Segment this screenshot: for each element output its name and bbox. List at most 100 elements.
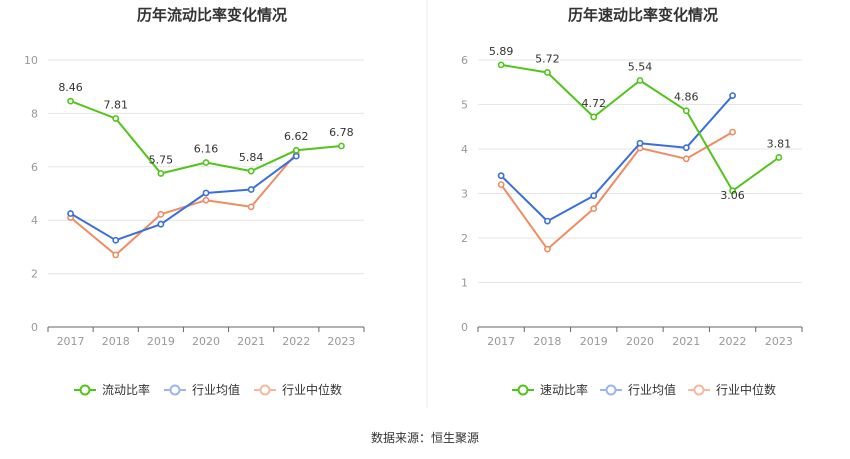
- data-label: 5.54: [628, 60, 653, 73]
- data-point-primary: [636, 77, 644, 84]
- legend-label: 行业均值: [192, 382, 240, 397]
- legend-label: 行业中位数: [716, 382, 776, 397]
- data-label: 5.84: [239, 151, 264, 164]
- y-tick-label: 4: [31, 214, 38, 227]
- y-tick-label: 2: [461, 232, 468, 245]
- data-point-primary: [157, 170, 165, 177]
- data-point-median: [497, 181, 505, 188]
- data-point-median: [157, 210, 165, 218]
- x-tick-label: 2017: [487, 335, 515, 348]
- legend-item-median: 行业中位数: [254, 382, 342, 397]
- data-point-median: [247, 203, 255, 211]
- data-point-avg: [247, 186, 255, 193]
- data-point-primary: [202, 159, 210, 166]
- data-point-avg: [157, 220, 165, 228]
- y-tick-label: 3: [461, 188, 468, 201]
- chart-title: 历年流动比率变化情况: [137, 6, 287, 24]
- y-tick-label: 8: [31, 107, 38, 120]
- series-line-median: [500, 131, 734, 251]
- data-label: 7.81: [103, 98, 128, 111]
- data-label: 6.62: [284, 130, 309, 143]
- x-tick-label: 2020: [626, 335, 654, 348]
- data-point-primary: [775, 154, 783, 161]
- data-point-avg: [497, 172, 505, 180]
- quick-ratio-chart: 历年速动比率变化情况 0 1 2 3 4 5 6 2017 2018 2019 2020 2021 20…: [461, 6, 803, 397]
- x-tick-label: 2020: [192, 335, 220, 348]
- data-label: 3.81: [767, 137, 792, 150]
- legend-label: 行业均值: [628, 382, 676, 397]
- data-point-median: [590, 205, 598, 213]
- data-point-primary: [682, 107, 690, 115]
- data-label: 6.16: [194, 143, 219, 156]
- data-point-median: [112, 251, 120, 259]
- legend-label: 流动比率: [102, 382, 150, 397]
- data-point-primary: [67, 97, 74, 105]
- data-point-primary: [497, 61, 505, 69]
- y-tick-label: 6: [31, 161, 38, 174]
- y-tick-label: 6: [461, 54, 468, 67]
- data-point-primary: [729, 187, 736, 195]
- data-label: 8.46: [58, 81, 83, 94]
- x-tick-label: 2022: [282, 335, 310, 348]
- legend-marker: [693, 384, 705, 396]
- data-point-avg: [636, 139, 644, 147]
- legend-marker: [605, 384, 617, 396]
- y-tick-label: 4: [461, 143, 468, 156]
- data-label: 4.86: [674, 91, 699, 104]
- current-ratio-chart: 历年流动比率变化情况 0 2 4 6 8 10 2017 2018 2019 2020 2021 20…: [24, 6, 365, 397]
- data-point-median: [544, 245, 551, 253]
- data-point-median: [682, 155, 690, 163]
- data-point-primary: [338, 142, 345, 150]
- x-tick-label: 2019: [580, 335, 608, 348]
- data-label: 6.78: [329, 126, 354, 139]
- legend-item-avg: 行业均值: [164, 382, 240, 397]
- data-point-avg: [292, 152, 300, 160]
- legend-marker: [259, 384, 271, 396]
- data-point-median: [729, 128, 736, 136]
- y-tick-label: 0: [461, 321, 468, 334]
- data-point-primary: [247, 167, 255, 175]
- x-tick-label: 2018: [533, 335, 561, 348]
- x-tick-label: 2018: [102, 335, 130, 348]
- legend-item-primary: 流动比率: [74, 382, 150, 397]
- legend-label: 行业中位数: [282, 382, 342, 397]
- series-line-avg: [500, 94, 734, 223]
- x-tick-label: 2023: [327, 335, 355, 348]
- legend-label: 速动比率: [540, 382, 588, 397]
- source-note: 数据来源：恒生聚源: [371, 430, 479, 445]
- data-label: 5.89: [489, 45, 514, 58]
- legend-marker: [517, 384, 529, 396]
- data-point-avg: [682, 144, 690, 152]
- x-tick-label: 2021: [237, 335, 265, 348]
- data-point-avg: [729, 92, 736, 99]
- y-tick-label: 0: [31, 321, 38, 334]
- data-point-primary: [112, 115, 120, 122]
- x-tick-label: 2021: [672, 335, 700, 348]
- y-tick-label: 1: [461, 277, 468, 290]
- data-label: 5.75: [149, 153, 174, 166]
- data-point-avg: [67, 210, 74, 217]
- data-point-primary: [292, 146, 300, 154]
- data-label: 3.06: [720, 189, 745, 202]
- data-label: 5.72: [535, 52, 560, 65]
- data-point-avg: [544, 217, 551, 225]
- y-tick-label: 10: [24, 54, 38, 67]
- data-point-median: [202, 196, 210, 204]
- chart-title: 历年速动比率变化情况: [568, 6, 718, 24]
- legend-item-median: 行业中位数: [688, 382, 776, 397]
- x-tick-label: 2017: [57, 335, 85, 348]
- data-point-primary: [590, 113, 598, 121]
- data-point-avg: [112, 236, 120, 244]
- data-point-primary: [544, 69, 551, 76]
- y-tick-label: 2: [31, 268, 38, 281]
- x-tick-label: 2023: [765, 335, 793, 348]
- x-tick-label: 2022: [719, 335, 747, 348]
- data-point-avg: [590, 192, 598, 200]
- y-tick-label: 5: [461, 99, 468, 112]
- legend-marker: [169, 384, 181, 396]
- series-line-avg: [70, 155, 297, 242]
- data-point-avg: [202, 189, 210, 197]
- series-line-median: [69, 152, 298, 256]
- x-tick-label: 2019: [147, 335, 175, 348]
